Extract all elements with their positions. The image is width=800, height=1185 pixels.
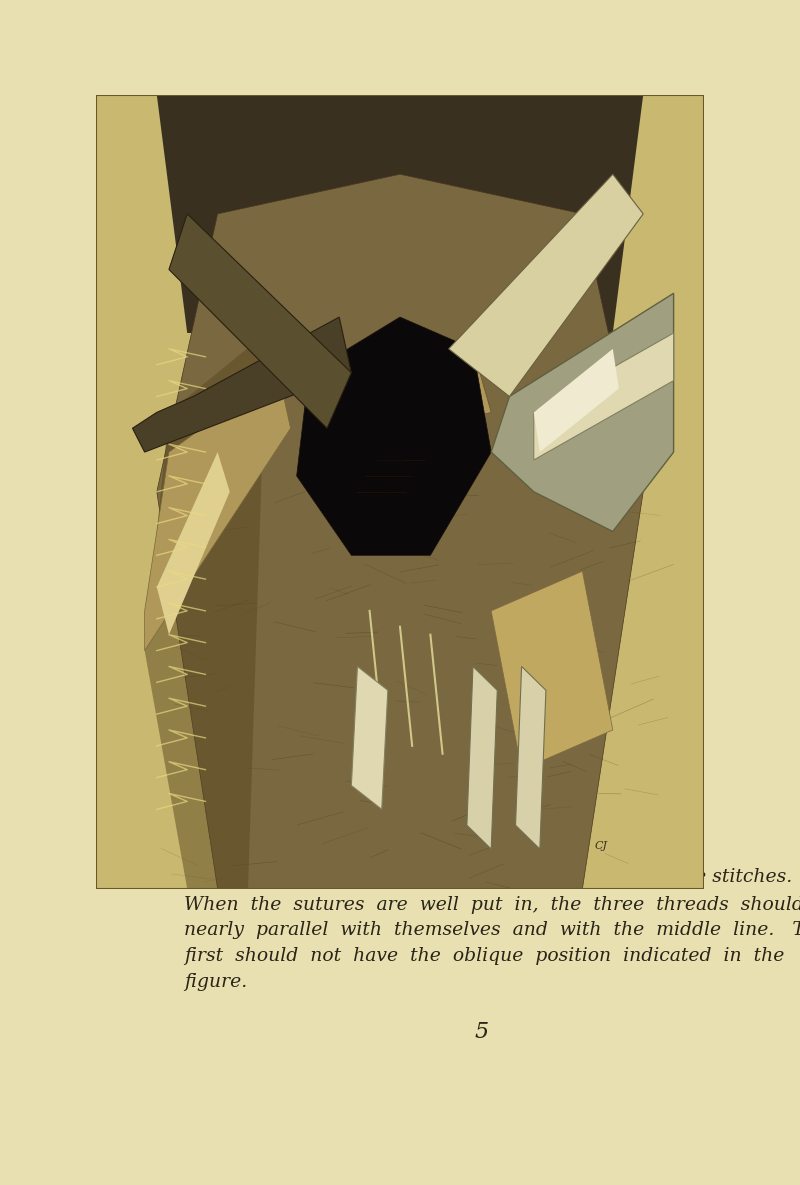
Polygon shape — [449, 174, 643, 397]
Text: FIG. 16.—Termination of the suture.  Position of the three stitches.: FIG. 16.—Termination of the suture. Posi… — [156, 867, 792, 885]
Polygon shape — [534, 348, 619, 451]
Text: figure.: figure. — [184, 973, 247, 991]
Text: When  the  sutures  are  well  put  in,  the  three  threads  should  be: When the sutures are well put in, the th… — [184, 896, 800, 914]
Polygon shape — [157, 451, 230, 635]
Polygon shape — [467, 666, 498, 848]
Polygon shape — [351, 666, 388, 809]
Polygon shape — [534, 333, 674, 460]
Polygon shape — [309, 318, 491, 428]
Text: first  should  not  have  the  oblique  position  indicated  in  the: first should not have the oblique positi… — [184, 947, 784, 965]
Polygon shape — [491, 571, 613, 770]
Polygon shape — [515, 666, 546, 848]
Polygon shape — [297, 318, 491, 556]
Polygon shape — [491, 293, 674, 531]
Polygon shape — [157, 174, 643, 889]
Polygon shape — [133, 318, 351, 451]
Polygon shape — [169, 213, 351, 428]
Text: 5: 5 — [474, 1021, 488, 1043]
Text: nearly  parallel  with  themselves  and  with  the  middle  line.   The: nearly parallel with themselves and with… — [184, 922, 800, 940]
Text: CJ: CJ — [594, 841, 607, 851]
Polygon shape — [145, 372, 290, 651]
Polygon shape — [145, 333, 266, 889]
Polygon shape — [96, 95, 704, 889]
Polygon shape — [157, 95, 643, 333]
